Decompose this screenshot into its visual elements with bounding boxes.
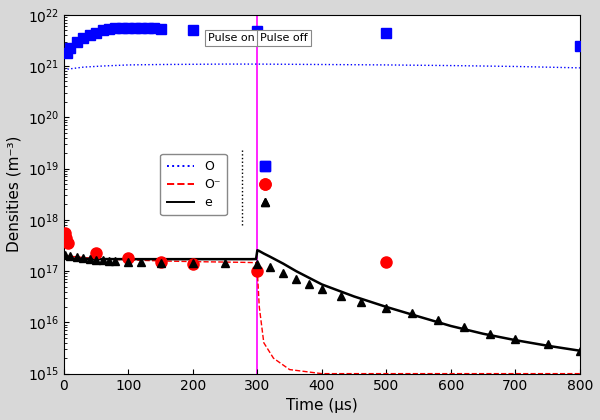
Text: Pulse off: Pulse off [260, 33, 308, 43]
X-axis label: Time (μs): Time (μs) [286, 398, 358, 413]
Legend: , , : , , [253, 154, 278, 215]
Y-axis label: Densities (m⁻³): Densities (m⁻³) [7, 136, 22, 252]
Text: Pulse on: Pulse on [208, 33, 255, 43]
